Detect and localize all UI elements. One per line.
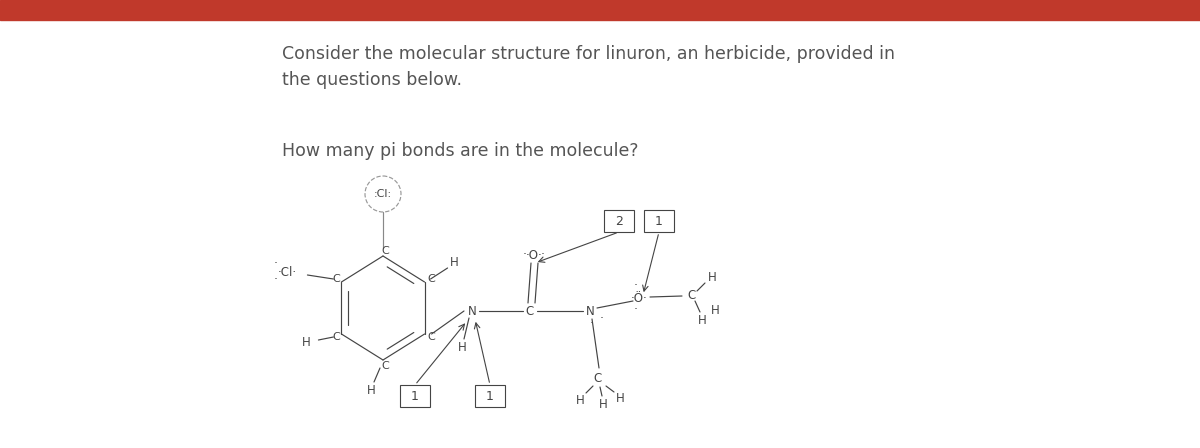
Bar: [644, 210, 674, 232]
Text: C: C: [526, 305, 534, 318]
Text: C: C: [332, 274, 341, 284]
Text: ·O·: ·O·: [526, 249, 542, 262]
Text: H: H: [450, 255, 458, 268]
Bar: [400, 385, 430, 407]
Text: ·: ·: [523, 249, 527, 262]
Text: H: H: [697, 314, 707, 327]
Text: N: N: [586, 305, 594, 318]
Text: C: C: [332, 332, 341, 342]
Text: H: H: [302, 336, 311, 349]
Text: Consider the molecular structure for linuron, an herbicide, provided in
the ques: Consider the molecular structure for lin…: [282, 45, 895, 90]
Text: C: C: [427, 274, 436, 284]
Text: ·: ·: [274, 258, 277, 271]
Text: 1: 1: [655, 215, 662, 228]
Text: How many pi bonds are in the molecule?: How many pi bonds are in the molecule?: [282, 142, 638, 160]
Text: C: C: [382, 361, 389, 371]
Text: 2: 2: [616, 215, 623, 228]
Text: :Cl:: :Cl:: [374, 189, 392, 199]
Text: 1: 1: [486, 389, 494, 402]
Text: ·: ·: [600, 313, 604, 326]
Text: ·: ·: [541, 249, 545, 262]
Text: ·Cl·: ·Cl·: [278, 266, 296, 279]
Text: H: H: [457, 340, 467, 353]
Text: C: C: [686, 289, 695, 302]
Bar: [604, 210, 634, 232]
Text: H: H: [599, 397, 607, 410]
Text: C: C: [427, 332, 436, 342]
Text: C: C: [382, 246, 389, 256]
Text: H: H: [576, 393, 584, 406]
Bar: [0, 0, 1200, 20]
Text: H: H: [710, 303, 719, 316]
Text: 1: 1: [412, 389, 419, 402]
Text: ·: ·: [274, 273, 277, 287]
Text: ·: ·: [634, 280, 638, 293]
Text: C: C: [594, 371, 602, 384]
Text: ·Ö·: ·Ö·: [631, 292, 647, 305]
Bar: [475, 385, 505, 407]
Text: H: H: [367, 383, 376, 396]
Text: N: N: [468, 305, 476, 318]
Text: ·: ·: [634, 303, 638, 316]
Text: H: H: [708, 271, 716, 284]
Text: H: H: [616, 392, 624, 405]
Text: ·: ·: [590, 318, 594, 331]
